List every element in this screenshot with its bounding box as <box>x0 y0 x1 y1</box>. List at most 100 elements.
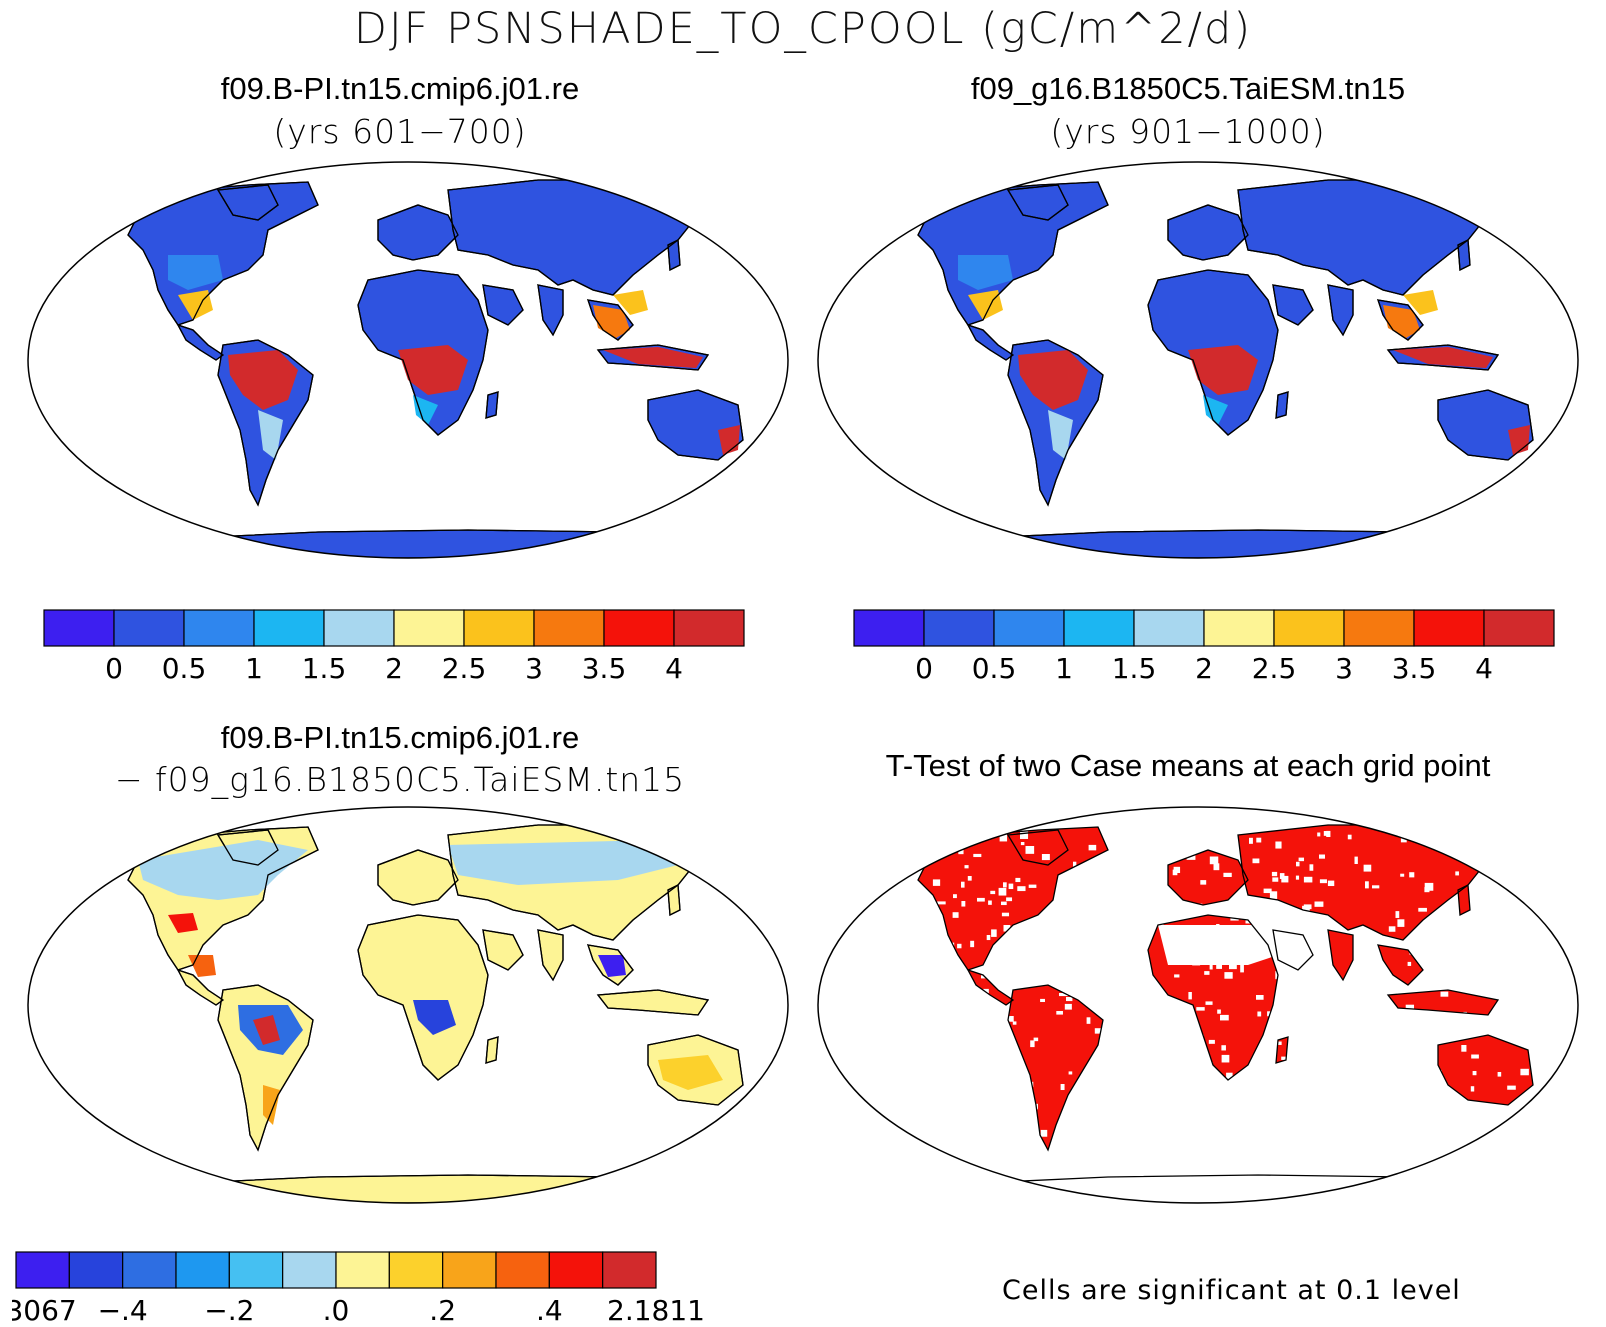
colorbar-swatch <box>282 1251 337 1289</box>
nonsignificant-cell <box>1436 1114 1445 1122</box>
diff-region-8 <box>658 1055 723 1090</box>
nonsignificant-cell <box>1159 1109 1168 1117</box>
colorbar-tick-label: 1 <box>245 652 263 685</box>
nonsignificant-cell <box>991 972 1001 977</box>
colorbar-tick-label: 2.5 <box>442 652 487 685</box>
colorbar-tick-label: 3 <box>525 652 543 685</box>
colorbar-tick-label: 1.5 <box>302 652 347 685</box>
nonsignificant-cell <box>1442 1088 1447 1092</box>
value-region-9 <box>413 395 438 425</box>
nonsignificant-cell <box>1221 1045 1226 1051</box>
colorbar-tick-label: 2 <box>1195 652 1213 685</box>
colorbar-swatch <box>603 609 675 647</box>
nonsignificant-cell <box>1482 959 1491 965</box>
nonsignificant-cell <box>1220 1014 1229 1021</box>
nonsignificant-cell <box>1012 1021 1017 1025</box>
colorbar-swatch <box>122 1251 177 1289</box>
panel-3-title-line1: f09.B-PI.tn15.cmip6.j01.re <box>220 720 580 755</box>
nonsignificant-cell <box>1217 1009 1221 1014</box>
nonsignificant-cell <box>1471 893 1481 900</box>
nonsignificant-cell <box>1362 928 1368 933</box>
nonsignificant-cell <box>1061 908 1067 914</box>
nonsignificant-cell <box>1083 1137 1090 1142</box>
nonsignificant-cell <box>1363 864 1372 872</box>
nonsignificant-cell <box>1072 981 1077 988</box>
nonsignificant-cell <box>1015 877 1021 883</box>
nonsignificant-cell <box>1007 1016 1014 1022</box>
nonsignificant-cell <box>1181 1044 1191 1052</box>
nonsignificant-cell <box>1332 1061 1342 1066</box>
nonsignificant-cell <box>1001 952 1009 958</box>
colorbar-tick-label: 0 <box>105 652 123 685</box>
colorbar-swatch <box>15 1251 70 1289</box>
nonsignificant-cell <box>1407 961 1412 966</box>
nonsignificant-cell <box>999 1061 1007 1070</box>
nonsignificant-cell <box>1496 935 1504 942</box>
nonsignificant-cell <box>998 887 1007 896</box>
nonsignificant-cell <box>1185 1098 1192 1104</box>
nonsignificant-cell <box>1204 971 1210 975</box>
value-region-3 <box>1403 290 1438 315</box>
panel-2-title-line2: (yrs 901−1000) <box>1050 112 1326 151</box>
nonsignificant-cell <box>1001 912 1010 917</box>
nonsignificant-cell <box>1068 963 1073 971</box>
nonsignificant-cell <box>1224 972 1233 979</box>
diff-region-7 <box>168 913 198 933</box>
colorbar-tick-label: 2.1811 <box>607 1294 705 1327</box>
nonsignificant-cell <box>1230 914 1239 921</box>
nonsignificant-cell <box>1303 876 1313 883</box>
nonsignificant-cell <box>1056 1132 1062 1138</box>
colorbar-tick-label: −.2 <box>204 1294 254 1327</box>
nonsignificant-cell <box>1423 1145 1432 1150</box>
nonsignificant-cell <box>1444 1012 1449 1016</box>
nonsignificant-cell <box>1523 1129 1530 1136</box>
nonsignificant-cell <box>1034 919 1044 927</box>
nonsignificant-cell <box>1086 1127 1093 1136</box>
nonsignificant-cell <box>932 1096 937 1103</box>
nonsignificant-cell <box>1511 921 1515 926</box>
nonsignificant-cell <box>1395 911 1400 918</box>
nonsignificant-cell <box>1277 961 1283 969</box>
colorbar-panel-3: −5.3067 −.4 −.2 .0 .2 .4 2.1811 <box>12 1251 705 1327</box>
nonsignificant-cell <box>1209 1143 1218 1147</box>
nonsignificant-cell <box>1196 1109 1203 1115</box>
nonsignificant-cell <box>1508 1027 1515 1035</box>
colorbar-swatch <box>175 1251 230 1289</box>
colorbar-tick-label: 3.5 <box>582 652 627 685</box>
nonsignificant-cell <box>1008 883 1014 890</box>
nonsignificant-cell <box>1403 1065 1407 1072</box>
nonsignificant-cell <box>1069 984 1073 989</box>
nonsignificant-cell <box>1365 1128 1369 1136</box>
nonsignificant-cell <box>1064 1133 1070 1141</box>
nonsignificant-cell <box>1275 971 1279 980</box>
nonsignificant-cell <box>1504 1024 1510 1030</box>
nonsignificant-cell <box>1418 907 1427 912</box>
colorbar-tick-label: 1 <box>1055 652 1073 685</box>
nonsignificant-cell <box>986 935 991 941</box>
nonsignificant-cell <box>1424 882 1434 891</box>
nonsignificant-cell <box>1148 1125 1156 1133</box>
nonsignificant-cell <box>1502 983 1511 989</box>
nonsignificant-cell <box>1515 1035 1522 1041</box>
nonsignificant-cell <box>1427 1049 1434 1057</box>
nonsignificant-cell <box>1160 920 1164 927</box>
nonsignificant-cell <box>1113 1123 1118 1128</box>
nonsignificant-cell <box>1515 831 1519 838</box>
nonsignificant-cell <box>1063 1112 1070 1118</box>
nonsignificant-cell <box>1411 1066 1421 1075</box>
nonsignificant-cell <box>944 1082 954 1086</box>
nonsignificant-cell <box>1049 955 1057 963</box>
nonsignificant-cell <box>1059 993 1068 997</box>
value-region-6 <box>1048 410 1073 460</box>
nonsignificant-cell <box>1431 1020 1438 1028</box>
nonsignificant-cell <box>1509 1103 1513 1111</box>
map-panel-3 <box>27 806 789 1204</box>
nonsignificant-cell <box>973 853 982 858</box>
nonsignificant-cell <box>1160 916 1168 920</box>
nonsignificant-cell <box>1060 1084 1065 1091</box>
colorbar-tick-label: 0.5 <box>972 652 1017 685</box>
nonsignificant-cell <box>1079 905 1087 910</box>
nonsignificant-cell <box>1128 1055 1135 1063</box>
nonsignificant-cell <box>1188 1005 1192 1013</box>
nonsignificant-cell <box>1028 884 1037 888</box>
